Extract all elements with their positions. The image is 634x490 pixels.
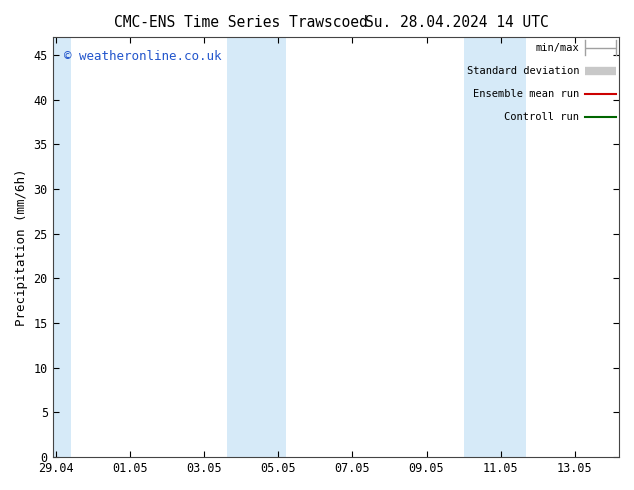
Text: Standard deviation: Standard deviation [467, 66, 579, 75]
Text: min/max: min/max [536, 43, 579, 52]
Bar [226, 37, 286, 457]
Text: Controll run: Controll run [505, 112, 579, 122]
Y-axis label: Precipitation (mm/6h): Precipitation (mm/6h) [15, 169, 28, 326]
Text: © weatheronline.co.uk: © weatheronline.co.uk [64, 49, 221, 63]
Text: CMC-ENS Time Series Trawscoed: CMC-ENS Time Series Trawscoed [114, 15, 368, 30]
Text: Su. 28.04.2024 14 UTC: Su. 28.04.2024 14 UTC [365, 15, 548, 30]
Bar [463, 37, 526, 457]
Bar [53, 37, 71, 457]
Text: Ensemble mean run: Ensemble mean run [473, 89, 579, 99]
